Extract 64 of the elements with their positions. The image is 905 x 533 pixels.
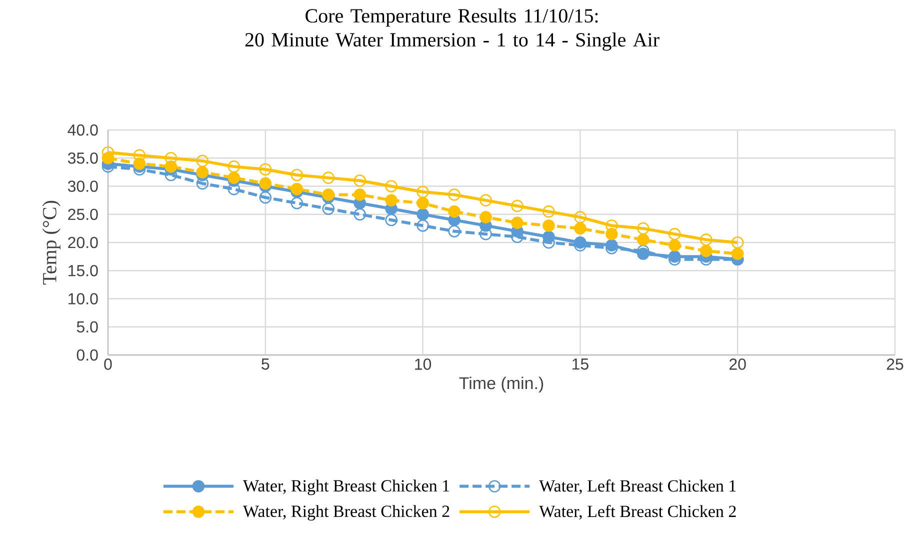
x-tick-label: 10 <box>415 358 432 370</box>
y-axis-title: Temp (°C) <box>42 200 60 285</box>
point <box>574 211 586 224</box>
y-tick-label: 25.0 <box>68 208 98 220</box>
point <box>416 208 429 221</box>
point <box>416 196 429 210</box>
legend-label: Water, Left Breast Chicken 1 <box>539 480 736 494</box>
point <box>322 202 335 215</box>
point <box>637 222 650 235</box>
point <box>322 188 335 201</box>
point <box>290 168 304 182</box>
y-tick-label: 5.0 <box>76 321 98 333</box>
x-tick-label: 0 <box>104 358 112 370</box>
point <box>228 160 240 173</box>
point <box>385 180 398 192</box>
point <box>448 225 460 238</box>
point <box>196 154 209 168</box>
point <box>511 200 524 212</box>
point <box>542 219 555 232</box>
point <box>290 196 304 210</box>
point <box>416 186 429 198</box>
point <box>480 211 492 224</box>
point <box>385 214 398 226</box>
x-axis-title: Time (min.) <box>459 376 544 393</box>
legend-label: Water, Right Breast Chicken 2 <box>243 505 450 521</box>
point <box>511 216 524 229</box>
point <box>668 239 681 252</box>
x-tick-label: 20 <box>730 358 746 370</box>
point <box>542 205 555 218</box>
point <box>700 244 712 258</box>
x-tick-label: 15 <box>572 358 588 370</box>
point <box>354 174 366 187</box>
y-tick-label: 15.0 <box>68 264 98 276</box>
point <box>259 191 272 204</box>
y-tick-label: 40.0 <box>68 124 98 136</box>
point <box>354 208 366 221</box>
y-tick-label: 30.0 <box>68 180 98 192</box>
chart-title: Core Temperature Results 11/10/15: 20 Minute Water Immersion - 1 to 14 - Single Air <box>245 8 660 51</box>
point <box>731 248 744 260</box>
point <box>259 177 272 190</box>
point <box>385 194 398 206</box>
x-tick-label: 25 <box>886 358 904 370</box>
point <box>228 172 240 184</box>
point <box>448 188 460 201</box>
point <box>700 234 712 246</box>
point <box>290 182 304 196</box>
point <box>574 222 586 235</box>
point <box>196 166 209 178</box>
y-tick-label: 35.0 <box>68 152 98 164</box>
point <box>668 228 681 240</box>
legend-label: Water, Left Breast Chicken 2 <box>539 505 736 520</box>
legend-label: Water, Right Breast Chicken 1 <box>243 480 450 496</box>
y-tick-label: 10.0 <box>68 293 98 304</box>
point <box>354 188 366 201</box>
point <box>448 205 460 218</box>
point <box>731 236 744 249</box>
y-tick-label: 0.0 <box>76 349 98 361</box>
y-tick-label: 20.0 <box>68 236 98 248</box>
point <box>416 219 429 232</box>
point <box>637 234 650 246</box>
point <box>322 172 335 184</box>
point <box>480 194 492 206</box>
point <box>259 163 272 176</box>
x-tick-label: 5 <box>262 358 270 370</box>
